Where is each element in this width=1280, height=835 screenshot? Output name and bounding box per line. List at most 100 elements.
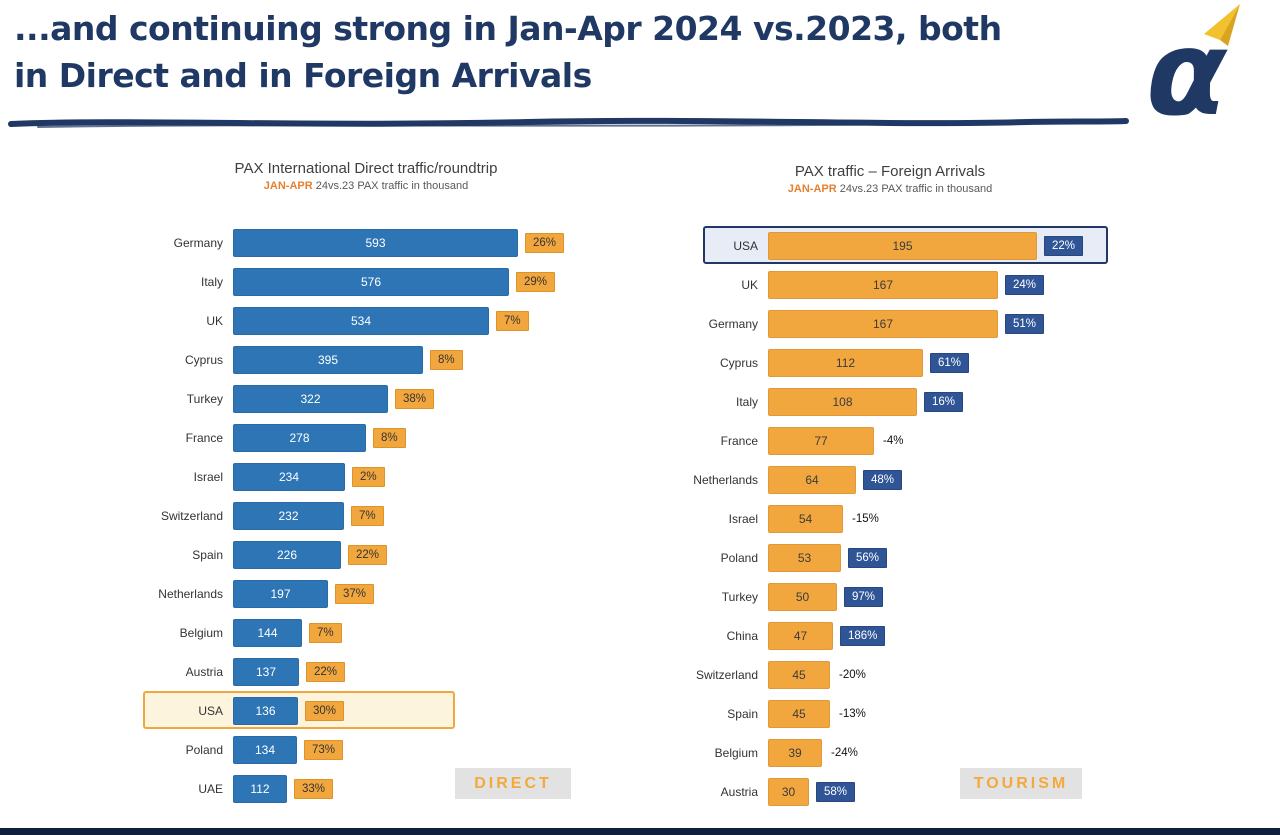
pct-change-badge: 7% xyxy=(496,310,529,331)
bar-row: France 278 8% xyxy=(141,418,621,457)
category-label: USA xyxy=(198,703,223,718)
pct-change-text: -20% xyxy=(839,668,866,681)
category-label: Switzerland xyxy=(695,667,758,682)
value-bar: 112 xyxy=(233,774,287,803)
category-label: Belgium xyxy=(714,745,758,760)
page-title: ...and continuing strong in Jan-Apr 2024… xyxy=(14,6,1134,100)
bar-rows: USA 195 22% UK 167 24% Germany 167 51% Cyprus 112 6… xyxy=(690,226,1170,811)
bar-row: Austria 137 22% xyxy=(141,652,621,691)
category-label: Germany xyxy=(708,316,758,331)
chart-subtitle-period: JAN-APR xyxy=(263,180,313,192)
bar-row: UAE 112 33% xyxy=(141,769,621,808)
chart-subtitle: JAN-APR 24vs.23 PAX traffic in thousand xyxy=(141,180,591,193)
pct-change-text: -13% xyxy=(839,707,866,720)
pct-change-badge: 58% xyxy=(816,781,856,802)
bar-row: Netherlands 197 37% xyxy=(141,574,621,613)
category-label: Israel xyxy=(193,469,223,484)
category-label: France xyxy=(185,430,223,445)
category-label: Spain xyxy=(727,706,758,721)
category-label: China xyxy=(726,628,758,643)
bar-row: Netherlands 64 48% xyxy=(690,460,1170,499)
pct-change-badge: 22% xyxy=(306,661,346,682)
category-label: Poland xyxy=(185,742,223,757)
chart-subtitle: JAN-APR 24vs.23 PAX traffic in thousand xyxy=(690,183,1090,196)
pct-change-text: -24% xyxy=(831,746,858,759)
bar-row: Turkey 50 97% xyxy=(690,577,1170,616)
category-label: USA xyxy=(733,238,758,253)
value-bar: 226 xyxy=(233,540,341,569)
bar-rows: Germany 593 26% Italy 576 29% UK 534 7% Cyprus 395… xyxy=(141,223,621,808)
category-label: Italy xyxy=(200,274,223,289)
category-label: Turkey xyxy=(721,589,758,604)
value-bar: 108 xyxy=(768,387,917,416)
value-bar: 50 xyxy=(768,582,837,611)
chart-title: PAX International Direct traffic/roundtr… xyxy=(234,160,498,177)
value-bar: 45 xyxy=(768,660,830,689)
chart-subtitle-period: JAN-APR xyxy=(787,183,837,195)
bar-row: Spain 45 -13% xyxy=(690,694,1170,733)
category-label: Netherlands xyxy=(158,586,223,601)
pct-change-badge: 48% xyxy=(863,469,903,490)
bar-row: USA 136 30% xyxy=(141,691,621,730)
bar-row: Turkey 322 38% xyxy=(141,379,621,418)
value-bar: 137 xyxy=(233,657,299,686)
value-bar: 64 xyxy=(768,465,856,494)
value-bar: 232 xyxy=(233,501,344,530)
title-underline-brush xyxy=(8,117,1129,128)
bar-row: Poland 53 56% xyxy=(690,538,1170,577)
pct-change-badge: 29% xyxy=(516,271,556,292)
pct-change-badge: 186% xyxy=(840,625,886,646)
pct-change-badge: 56% xyxy=(848,547,888,568)
pct-change-badge: 22% xyxy=(348,544,388,565)
value-bar: 134 xyxy=(233,735,297,764)
pct-change-badge: 2% xyxy=(352,466,385,487)
category-label: Belgium xyxy=(179,625,223,640)
category-label: Austria xyxy=(185,664,223,679)
direct-tag: DIRECT xyxy=(455,768,571,799)
bar-row: France 77 -4% xyxy=(690,421,1170,460)
chart-subtitle-rest: 24vs.23 PAX traffic in thousand xyxy=(312,180,469,192)
category-label: Netherlands xyxy=(693,472,758,487)
bar-row: UK 167 24% xyxy=(690,265,1170,304)
value-bar: 112 xyxy=(768,348,923,377)
pct-change-badge: 8% xyxy=(430,349,463,370)
bar-row: Israel 234 2% xyxy=(141,457,621,496)
pct-change-badge: 26% xyxy=(525,232,565,253)
value-bar: 54 xyxy=(768,504,843,533)
bar-row: Switzerland 45 -20% xyxy=(690,655,1170,694)
pct-change-badge: 37% xyxy=(335,583,375,604)
svg-text:α: α xyxy=(1146,4,1228,132)
category-label: Cyprus xyxy=(719,355,758,370)
category-label: Turkey xyxy=(186,391,223,406)
pct-change-badge: 8% xyxy=(373,427,406,448)
value-bar: 39 xyxy=(768,738,822,767)
category-label: France xyxy=(720,433,758,448)
value-bar: 197 xyxy=(233,579,328,608)
bar-row: Belgium 144 7% xyxy=(141,613,621,652)
category-label: Italy xyxy=(735,394,758,409)
bar-row: Germany 593 26% xyxy=(141,223,621,262)
category-label: Israel xyxy=(728,511,758,526)
bar-row: Cyprus 112 61% xyxy=(690,343,1170,382)
usa-highlight-box xyxy=(143,691,455,729)
tourism-tag: TOURISM xyxy=(960,768,1082,799)
value-bar: 234 xyxy=(233,462,345,491)
bar-row: Cyprus 395 8% xyxy=(141,340,621,379)
value-bar: 53 xyxy=(768,543,841,572)
pct-change-badge: 61% xyxy=(930,352,970,373)
pct-change-badge: 30% xyxy=(305,700,345,721)
value-bar: 30 xyxy=(768,777,809,806)
foreign-arrivals-chart: PAX traffic – Foreign Arrivals JAN-APR 2… xyxy=(690,163,1170,813)
pct-change-text: -15% xyxy=(852,512,879,525)
bar-row: Austria 30 58% xyxy=(690,772,1170,811)
bar-row: USA 195 22% xyxy=(690,226,1170,265)
value-bar: 167 xyxy=(768,270,998,299)
chart-subtitle-rest: 24vs.23 PAX traffic in thousand xyxy=(836,183,993,195)
bar-row: Italy 108 16% xyxy=(690,382,1170,421)
pct-change-badge: 7% xyxy=(351,505,384,526)
pct-change-badge: 38% xyxy=(395,388,435,409)
page-title-line1: ...and continuing strong in Jan-Apr 2024… xyxy=(14,9,1002,48)
bar-row: Israel 54 -15% xyxy=(690,499,1170,538)
direct-traffic-chart: PAX International Direct traffic/roundtr… xyxy=(141,160,621,810)
bar-row: Germany 167 51% xyxy=(690,304,1170,343)
